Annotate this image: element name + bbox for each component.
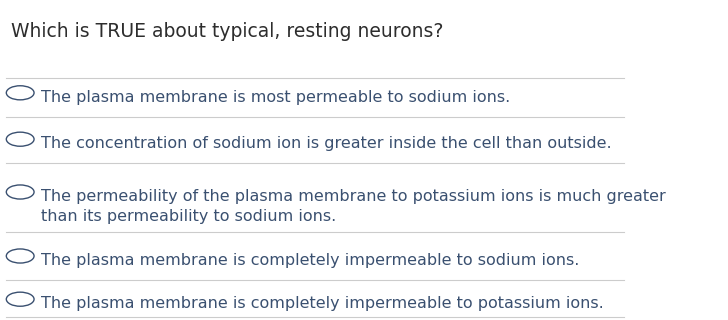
Text: The plasma membrane is completely impermeable to potassium ions.: The plasma membrane is completely imperm… <box>41 296 604 311</box>
Text: The concentration of sodium ion is greater inside the cell than outside.: The concentration of sodium ion is great… <box>41 136 612 151</box>
Text: The plasma membrane is most permeable to sodium ions.: The plasma membrane is most permeable to… <box>41 90 510 105</box>
Text: The plasma membrane is completely impermeable to sodium ions.: The plasma membrane is completely imperm… <box>41 253 579 268</box>
Text: The permeability of the plasma membrane to potassium ions is much greater
than i: The permeability of the plasma membrane … <box>41 189 665 224</box>
Text: Which is TRUE about typical, resting neurons?: Which is TRUE about typical, resting neu… <box>12 22 444 41</box>
